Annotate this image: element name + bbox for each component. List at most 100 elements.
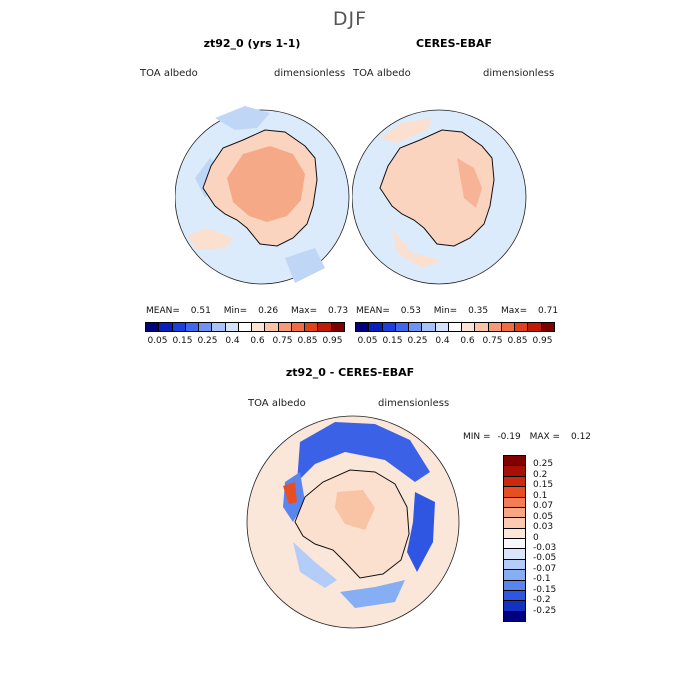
panel2-colorbar-swatch-3 (395, 323, 410, 331)
panel3-title: zt92_0 - CERES-EBAF (285, 366, 415, 379)
panel2-colorbar-tick-label: 0.4 (435, 336, 450, 346)
panel3-colorbar-swatch-1 (504, 466, 525, 477)
panel3-positive-peninsula (283, 482, 297, 504)
panel1-ocean-low-band (215, 106, 270, 130)
panel1-min-value: 0.26 (258, 306, 279, 316)
panel2-colorbar-swatch-14 (541, 323, 554, 331)
panel3-colorbar-label: -0.05 (533, 553, 557, 564)
panel1-colorbar-tick-label: 0.75 (272, 336, 293, 346)
panel2-colorbar-tick-label: 0.15 (382, 336, 403, 346)
panel2-min-label: Min= (433, 306, 458, 316)
panel3-colorbar-swatch-0 (504, 456, 525, 467)
panel1-colorbar-swatch-12 (305, 323, 319, 331)
panel1-sea-ice (187, 228, 233, 250)
panel2-colorbar (355, 322, 555, 332)
panel3-colorbar-swatch-5 (504, 507, 525, 519)
panel1-colorbar-swatch-14 (331, 323, 344, 331)
panel3-colorbar-label: -0.03 (533, 542, 557, 553)
panel3-colorbar (503, 455, 526, 622)
panel1-colorbar-tick-label: 0.85 (297, 336, 318, 346)
panel2-variable-label: TOA albedo (353, 68, 411, 79)
panel2-colorbar-tick-label: 0.25 (407, 336, 428, 346)
panel3-colorbar-swatch-11 (504, 570, 525, 581)
panel3-colorbar-swatch-9 (504, 549, 525, 560)
panel3-positive-interior (335, 490, 375, 530)
panel1-colorbar-tick-label: 0.25 (197, 336, 218, 346)
panel2-colorbar-swatch-11 (501, 323, 516, 331)
panel3-colorbar-swatch-12 (504, 580, 525, 591)
panel1-colorbar-swatch-5 (212, 323, 226, 331)
panel3-colorbar-label: 0.05 (533, 511, 554, 522)
panel3-negative-east (407, 492, 435, 572)
panel3-colorbar-label: 0.15 (533, 480, 554, 491)
panel2-units-label: dimensionless (483, 68, 555, 79)
panel1-title: zt92_0 (yrs 1-1) (203, 37, 301, 50)
panel3-colorbar-label: 0.25 (533, 459, 554, 470)
panel1-colorbar-swatch-9 (265, 323, 279, 331)
panel3-colorbar-label: 0.07 (533, 501, 554, 512)
panel3-colorbar-label: -0.07 (533, 563, 557, 574)
panel1-colorbar-tick-label: 0.05 (147, 336, 168, 346)
panel2-plateau-band (457, 158, 482, 208)
panel1-colorbar-swatch-0 (146, 323, 160, 331)
panel3-colorbar-label: 0.03 (533, 522, 554, 533)
panel1-stats: MEAN= 0.51 Min= 0.26 Max= 0.73 (146, 306, 348, 316)
panel3-colorbar-swatch-14 (504, 601, 525, 612)
panel2-stats: MEAN= 0.53 Min= 0.35 Max= 0.71 (356, 306, 558, 316)
panel1-min-label: Min= (223, 306, 248, 316)
panel1-plateau-high-albedo (227, 146, 305, 222)
panel1-mean-value: 0.51 (190, 306, 211, 316)
panel1-colorbar-tick-label: 0.15 (172, 336, 193, 346)
panel2-colorbar-tick-label: 0.85 (507, 336, 528, 346)
panel2-title: CERES-EBAF (416, 37, 492, 50)
panel2-min-value: 0.35 (468, 306, 489, 316)
panel2-colorbar-swatch-12 (515, 323, 529, 331)
panel3-negative-southwest (293, 542, 337, 588)
panel3-negative-ring-north (297, 422, 430, 482)
panel3-colorbar-label: -0.1 (533, 574, 551, 585)
panel1-colorbar-swatch-2 (172, 323, 186, 331)
panel3-min-label: MIN = (463, 432, 491, 442)
panel1-colorbar-tick-label: 0.4 (225, 336, 240, 346)
panel3-colorbar-swatch-8 (504, 539, 525, 550)
panel2-colorbar-swatch-10 (488, 323, 502, 331)
panel3-max-label: MAX = (529, 432, 561, 442)
panel2-colorbar-swatch-7 (448, 323, 463, 331)
panel2-colorbar-swatch-4 (409, 323, 423, 331)
panel3-colorbar-swatch-3 (504, 487, 525, 498)
panel2-mean-label: MEAN= (356, 306, 390, 316)
panel2-colorbar-swatch-8 (462, 323, 476, 331)
panel1-map (175, 106, 350, 285)
panel3-max-value: 0.12 (570, 432, 592, 442)
panel2-mean-value: 0.53 (400, 306, 421, 316)
panel2-colorbar-swatch-9 (475, 323, 489, 331)
panel1-max-label: Max= (291, 306, 318, 316)
panel1-colorbar-swatch-10 (278, 323, 292, 331)
panel1-mean-label: MEAN= (146, 306, 180, 316)
panel3-colorbar-swatch-15 (504, 611, 525, 621)
panel1-colorbar-swatch-8 (252, 323, 266, 331)
panel3-colorbar-label: 0 (533, 532, 539, 543)
panel3-negative-south (340, 580, 405, 608)
panel1-colorbar-swatch-7 (238, 323, 253, 331)
panel3-colorbar-swatch-13 (504, 590, 525, 602)
panel1-variable-label: TOA albedo (140, 68, 198, 79)
season-title: DJF (332, 8, 368, 30)
panel1-colorbar-swatch-1 (159, 323, 173, 331)
panel3-map (246, 415, 460, 629)
panel2-sea-ice-north (380, 118, 432, 143)
panel3-colorbar-label: -0.2 (533, 595, 551, 606)
panel1-colorbar-ticks: 0.05 0.15 0.25 0.4 0.6 0.75 0.85 0.95 (145, 336, 345, 346)
panel2-map (352, 109, 527, 285)
panel2-colorbar-tick-label: 0.05 (357, 336, 378, 346)
panel1-colorbar-tick-label: 0.6 (250, 336, 265, 346)
panel2-colorbar-tick-label: 0.6 (460, 336, 475, 346)
panel2-max-value: 0.71 (538, 306, 559, 316)
panel1-colorbar-swatch-13 (318, 323, 332, 331)
panel2-sea-ice-south (392, 228, 442, 268)
panel2-colorbar-tick-label: 0.95 (532, 336, 553, 346)
panel3-variable-label: TOA albedo (248, 398, 306, 409)
panel1-max-value: 0.73 (328, 306, 349, 316)
panel2-colorbar-ticks: 0.05 0.15 0.25 0.4 0.6 0.75 0.85 0.95 (355, 336, 555, 346)
panel1-colorbar-swatch-3 (185, 323, 200, 331)
